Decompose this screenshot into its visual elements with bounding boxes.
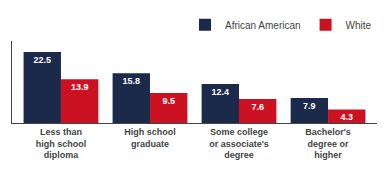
svg-text:White: White (346, 20, 372, 31)
svg-text:Less thanhigh schooldiploma: Less thanhigh schooldiploma (36, 127, 87, 160)
svg-text:Some collegeor associate'sdegr: Some collegeor associate'sdegree (209, 127, 269, 160)
svg-text:High schoolgraduate: High schoolgraduate (124, 127, 176, 149)
svg-text:7.6: 7.6 (251, 102, 264, 112)
svg-text:9.5: 9.5 (162, 96, 175, 106)
svg-text:7.9: 7.9 (303, 101, 316, 111)
svg-text:Bachelor'sdegree orhigher: Bachelor'sdegree orhigher (305, 127, 351, 160)
svg-text:22.5: 22.5 (33, 55, 51, 65)
svg-text:12.4: 12.4 (212, 87, 230, 97)
svg-text:15.8: 15.8 (123, 76, 141, 86)
svg-text:4.3: 4.3 (340, 112, 353, 122)
svg-text:13.9: 13.9 (71, 82, 89, 92)
svg-text:African American: African American (225, 20, 301, 31)
